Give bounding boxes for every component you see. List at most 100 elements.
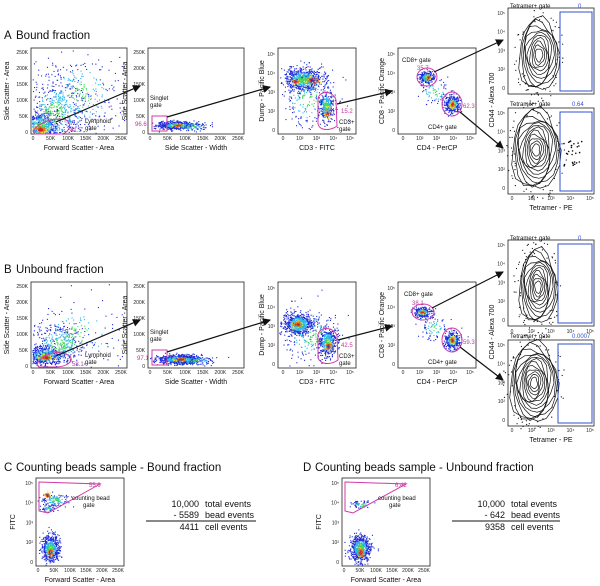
y-tick-label: 0 [30, 560, 33, 566]
count-bead-label: bead events [511, 510, 561, 520]
x-axis-label: CD4 - PerCP [417, 145, 458, 152]
counts-d: 10,000 total events - 642 bead events 93… [452, 499, 561, 532]
y-tick-label: 0 [502, 418, 505, 424]
x-tick-label: 0 [32, 136, 35, 142]
y-tick-label: 10⁵ [387, 286, 395, 292]
y-tick-label: 10⁵ [267, 52, 275, 58]
y-tick-label: 0 [142, 364, 145, 370]
gate-pct-singlet: 97.1 [137, 356, 149, 362]
y-tick-label: 100K [133, 98, 145, 104]
tetramer-gate [559, 11, 593, 92]
gate-pct-tetramer: 0 [578, 4, 582, 10]
y-tick-label: 0 [392, 362, 395, 368]
y-tick-label: 0 [336, 560, 339, 566]
x-axis-label: Tetramer - PE [529, 205, 573, 212]
x-tick-label: 10⁴ [449, 136, 457, 142]
x-tick-label: 10² [528, 428, 536, 434]
x-tick-label: 0 [149, 370, 152, 376]
x-tick-label: 10⁴ [329, 370, 337, 376]
x-tick-label: 100K [179, 370, 191, 376]
x-tick-label: 200K [98, 370, 110, 376]
y-tick-label: 10⁵ [497, 11, 505, 17]
gate-label-cd8: CD8+ gate [402, 58, 432, 64]
gate-label-lymphoid-1: Lymphoid [85, 119, 111, 125]
gate-pct-lymphoid: 58.1 [72, 362, 84, 368]
arrow-singlet-to-cd3 [166, 318, 271, 353]
panel-b-letter: B [4, 264, 12, 276]
x-tick-label: 10² [296, 136, 304, 142]
y-axis-label: FITC [316, 514, 323, 530]
cd4-gate [441, 327, 463, 353]
y-tick-label: 10⁵ [387, 52, 395, 58]
scatter-density [417, 69, 463, 117]
y-tick-label: 100K [133, 332, 145, 338]
gate-label-lymphoid-2: gate [85, 360, 97, 366]
contour-plot [506, 100, 567, 201]
gate-label-tetramer: Tetramer+ gate [510, 4, 551, 10]
x-tick-label: 10³ [313, 370, 321, 376]
y-tick-label: 10⁴ [497, 262, 505, 268]
plot-a-singlet: 96.6 Singlet gate Side Scatter - Width S… [122, 47, 245, 152]
y-axis-label-cd44-b: CD44 - Alexa 700 [489, 304, 496, 359]
singlet-gate [151, 349, 168, 366]
arrow-cd4-to-tetramer [459, 111, 504, 149]
y-tick-label: 10⁴ [497, 30, 505, 36]
plot-b-tetramer-cd4: Tetramer+ gate 0.0007 0 10² 10³ 10⁴ 10⁵ 0 10²… [497, 332, 595, 444]
x-axis-label: CD3 - FITC [299, 379, 335, 386]
y-tick-label: 150K [133, 82, 145, 88]
gate-pct-cd3: 42.5 [341, 343, 353, 349]
x-tick-label: 0 [402, 370, 405, 376]
x-tick-label: 10⁵ [346, 136, 354, 142]
cd8-gate [411, 303, 435, 321]
y-tick-label: 100K [16, 98, 28, 104]
y-tick-label: 100K [16, 332, 28, 338]
y-axis-label: Dump - Pacific Blue [259, 294, 266, 356]
gate-pct-beads: 6.42 [395, 483, 407, 489]
y-tick-label: 10² [498, 399, 506, 405]
x-tick-label: 10⁵ [586, 428, 594, 434]
x-tick-label: 10⁴ [567, 428, 575, 434]
contour-plot [502, 332, 565, 430]
y-tick-label: 10² [268, 109, 276, 115]
panel-a-letter: A [4, 30, 12, 42]
y-tick-label: 200K [16, 300, 28, 306]
y-tick-label: 0 [25, 130, 28, 136]
plot-b-singlet: 97.1 Singlet gate Side Scatter - Width S… [122, 281, 244, 386]
y-tick-label: 250K [16, 50, 28, 56]
y-tick-label: 0 [25, 364, 28, 370]
cd3-gate [317, 328, 339, 364]
arrow-cd4-to-tetramer [459, 346, 504, 381]
x-tick-label: 0 [343, 568, 346, 574]
y-tick-label: 10³ [498, 48, 506, 54]
y-tick-label: 200K [133, 66, 145, 72]
y-tick-label: 50K [136, 114, 146, 120]
y-axis-label: CD8 - Pacific Orange [379, 292, 386, 358]
x-axis-label: Tetramer - PE [529, 437, 573, 444]
x-tick-label: 10⁵ [466, 136, 474, 142]
gate-label-cd4: CD4+ gate [428, 360, 458, 366]
x-tick-label: 10² [528, 329, 536, 335]
count-total: 10,000 [477, 499, 505, 509]
x-tick-label: 100K [62, 370, 74, 376]
gate-label-singlet-2: gate [150, 103, 162, 109]
count-bead: - 5589 [173, 510, 199, 520]
gate-label-cd3-1: CD3+ [339, 120, 355, 126]
gate-pct-tetramer: 0.0007 [572, 334, 591, 340]
plot-a-tetramer-cd8: Tetramer+ gate 0 0 10² 10³ 10⁴ 10⁵ [497, 4, 595, 102]
gate-label-beads-1: counting bead [378, 496, 416, 502]
gate-pct-cd8: 38.1 [412, 301, 424, 307]
plot-b-fsc-ssc: 58.1 Lymphoid gate Forward Scatter - Are… [4, 281, 127, 386]
y-tick-label: 10³ [498, 280, 506, 286]
x-tick-label: 100K [62, 136, 74, 142]
plot-frame [147, 47, 245, 135]
y-axis-label: CD8 - Pacific Orange [379, 58, 386, 124]
x-tick-label: 200K [98, 136, 110, 142]
x-tick-label: 50K [46, 136, 56, 142]
count-bead: - 642 [484, 510, 505, 520]
y-tick-label: 50K [136, 348, 146, 354]
y-tick-label: 0 [272, 128, 275, 134]
y-tick-label: 10³ [498, 148, 506, 154]
y-tick-label: 10² [498, 167, 506, 173]
x-axis-label: Side Scatter - Width [165, 145, 227, 152]
x-tick-label: 10² [528, 196, 536, 202]
